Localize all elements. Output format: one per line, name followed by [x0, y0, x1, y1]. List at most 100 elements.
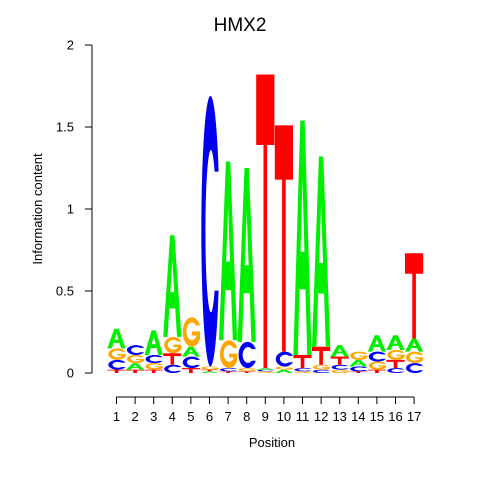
letter-G: [108, 348, 126, 360]
letter-G: [405, 351, 424, 364]
letter-shape: [149, 344, 158, 349]
logo-stack: [330, 345, 349, 373]
letter-shape: [219, 161, 238, 341]
letter-T: [219, 371, 238, 373]
letter-shape: [201, 366, 219, 370]
x-tick-label: 8: [243, 409, 250, 424]
letter-shape: [393, 359, 398, 369]
letter-shape: [126, 354, 145, 364]
letter-G: [331, 369, 349, 373]
letter-T: [163, 353, 182, 365]
x-tick-label: 1: [113, 409, 120, 424]
logo-stack: [386, 335, 405, 373]
logo-stack: [200, 95, 219, 373]
letter-shape: [410, 345, 419, 349]
x-tick-label: 2: [131, 409, 138, 424]
logo-stack: [219, 161, 238, 373]
letter-shape: [226, 371, 230, 373]
letter-shape: [367, 335, 386, 352]
logo-stack: [256, 74, 275, 373]
x-tick-label: 17: [407, 409, 421, 424]
letter-T: [405, 253, 424, 339]
letter-G: [238, 368, 256, 372]
letter-shape: [294, 371, 312, 373]
letter-shape: [144, 330, 163, 355]
letter-T: [200, 369, 219, 372]
letter-A: [126, 363, 145, 370]
letter-G: [219, 340, 238, 369]
letter-shape: [274, 369, 293, 373]
letter-shape: [405, 363, 424, 373]
y-axis: 0 0.5 1 1.5 2: [56, 38, 93, 381]
logo-stacks: [107, 74, 424, 373]
letter-C: [405, 363, 424, 373]
chart-title: HMX2: [214, 15, 267, 36]
letter-shape: [114, 369, 119, 373]
letter-C: [387, 368, 405, 373]
letter-shape: [242, 265, 251, 294]
letter-shape: [312, 364, 331, 370]
letter-T: [256, 74, 275, 369]
letter-shape: [108, 348, 126, 360]
letter-G: [164, 336, 182, 354]
letter-shape: [201, 95, 219, 367]
letter-shape: [182, 356, 200, 369]
letter-A: [405, 338, 424, 352]
letter-A: [163, 235, 182, 337]
letter-shape: [163, 235, 182, 337]
letter-shape: [257, 371, 275, 373]
logo-stack: [126, 345, 145, 373]
logo-stack: [367, 335, 386, 373]
letter-C: [182, 356, 200, 369]
letter-shape: [164, 336, 182, 354]
x-tick-label: 4: [169, 409, 176, 424]
letter-shape: [350, 366, 368, 372]
letter-shape: [224, 261, 233, 291]
letter-A: [219, 161, 238, 341]
letter-T: [312, 346, 331, 365]
letter-shape: [300, 354, 305, 369]
letter-shape: [386, 335, 405, 351]
letter-G: [182, 317, 200, 347]
letter-G: [126, 354, 145, 364]
letter-A: [181, 346, 200, 357]
x-tick-label: 13: [332, 409, 346, 424]
letter-A: [256, 368, 275, 370]
letter-T: [330, 356, 349, 365]
letter-shape: [238, 341, 256, 369]
letter-shape: [257, 369, 275, 372]
letter-shape: [182, 317, 200, 347]
letter-T: [181, 368, 200, 373]
letter-A: [274, 369, 293, 373]
letter-G: [201, 366, 219, 370]
letter-shape: [387, 368, 405, 373]
letter-shape: [145, 363, 163, 370]
letter-shape: [298, 251, 307, 290]
letter-shape: [350, 351, 368, 360]
letter-A: [237, 168, 256, 342]
letter-T: [367, 369, 386, 373]
letter-shape: [151, 369, 156, 373]
letter-G: [257, 371, 275, 373]
logo-stack: [274, 125, 293, 373]
letter-shape: [405, 338, 424, 352]
letter-shape: [112, 339, 121, 343]
letter-shape: [405, 351, 424, 364]
letter-shape: [108, 359, 126, 370]
letter-G: [145, 363, 163, 370]
letter-shape: [238, 368, 256, 372]
x-tick-label: 7: [224, 409, 231, 424]
y-tick-label: 1.5: [56, 120, 74, 135]
letter-shape: [387, 350, 405, 360]
letter-A: [367, 335, 386, 352]
logo-stack: [405, 253, 424, 373]
letter-shape: [293, 120, 312, 355]
letter-shape: [279, 371, 288, 373]
letter-C: [294, 368, 312, 372]
letter-T: [107, 369, 126, 373]
x-tick-label: 12: [314, 409, 328, 424]
letter-shape: [207, 369, 212, 372]
letter-G: [387, 350, 405, 360]
letter-shape: [219, 340, 238, 369]
